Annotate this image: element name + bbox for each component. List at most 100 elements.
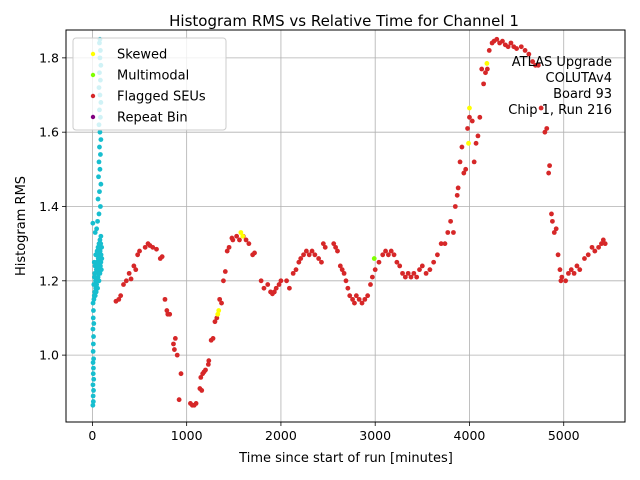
- point-unflagged: [91, 334, 96, 339]
- point-flagged-seus: [273, 285, 279, 291]
- point-unflagged: [98, 252, 104, 258]
- point-flagged-seus: [296, 259, 302, 265]
- legend-marker-repeat-bin: [90, 114, 96, 120]
- point-flagged-seus: [162, 296, 168, 302]
- point-flagged-seus: [243, 237, 249, 243]
- point-skewed: [467, 105, 472, 111]
- point-flagged-seus: [514, 46, 519, 51]
- point-flagged-seus: [133, 267, 139, 273]
- point-flagged-seus: [546, 170, 552, 176]
- point-flagged-seus: [592, 248, 598, 254]
- point-flagged-seus: [368, 282, 373, 287]
- point-flagged-seus: [345, 285, 351, 291]
- point-flagged-seus: [397, 263, 403, 269]
- point-unflagged: [98, 241, 104, 247]
- point-unflagged: [97, 144, 102, 150]
- point-unflagged: [97, 270, 103, 276]
- point-unflagged: [99, 244, 105, 250]
- point-unflagged: [92, 270, 98, 276]
- point-flagged-seus: [388, 248, 394, 254]
- point-flagged-seus: [335, 248, 340, 254]
- point-flagged-seus: [121, 282, 126, 287]
- point-flagged-seus: [376, 259, 382, 265]
- point-flagged-seus: [214, 315, 220, 321]
- point-flagged-seus: [435, 252, 440, 258]
- point-unflagged: [98, 152, 103, 157]
- point-flagged-seus: [508, 40, 514, 46]
- point-unflagged: [98, 267, 104, 273]
- point-unflagged: [91, 388, 96, 393]
- point-flagged-seus: [563, 278, 569, 284]
- point-flagged-seus: [176, 397, 182, 403]
- point-flagged-seus: [471, 159, 477, 165]
- point-unflagged: [95, 263, 101, 269]
- point-flagged-seus: [574, 263, 580, 269]
- point-flagged-seus: [278, 278, 284, 284]
- point-flagged-seus: [457, 159, 463, 165]
- point-flagged-seus: [316, 256, 322, 261]
- point-flagged-seus: [359, 300, 365, 306]
- y-tick-label: 1.6: [39, 125, 59, 140]
- point-unflagged: [90, 371, 96, 377]
- point-flagged-seus: [167, 311, 173, 317]
- point-flagged-seus: [452, 204, 458, 209]
- point-unflagged: [96, 174, 101, 180]
- point-flagged-seus: [352, 300, 357, 306]
- point-flagged-seus: [522, 48, 528, 53]
- point-unflagged: [95, 218, 100, 224]
- legend: Skewed Multimodal Flagged SEUs Repeat Bi…: [72, 37, 227, 131]
- x-tick-label: 1000: [171, 428, 203, 443]
- point-skewed: [216, 308, 222, 313]
- point-unflagged: [90, 393, 96, 399]
- point-unflagged: [91, 296, 97, 302]
- point-flagged-seus: [347, 293, 353, 299]
- point-unflagged: [97, 189, 102, 195]
- point-flagged-seus: [309, 248, 315, 254]
- point-flagged-seus: [526, 51, 532, 57]
- point-unflagged: [93, 289, 99, 295]
- x-axis-ticks: 0 1000 2000 3000 4000 5000: [88, 422, 580, 443]
- point-flagged-seus: [246, 241, 252, 247]
- y-axis-ticks: 1.0 1.2 1.4 1.6 1.8: [39, 50, 66, 363]
- point-unflagged: [95, 256, 101, 261]
- point-flagged-seus: [199, 388, 205, 393]
- point-flagged-seus: [142, 244, 148, 250]
- point-flagged-seus: [337, 263, 343, 269]
- point-flagged-seus: [391, 252, 397, 258]
- point-flagged-seus: [500, 38, 505, 44]
- y-tick-label: 1.4: [39, 199, 59, 214]
- point-unflagged: [98, 181, 104, 187]
- point-flagged-seus: [131, 263, 137, 269]
- point-flagged-seus: [582, 256, 587, 261]
- point-skewed: [240, 233, 246, 239]
- point-flagged-seus: [284, 278, 289, 284]
- point-flagged-seus: [475, 133, 481, 139]
- point-flagged-seus: [558, 278, 564, 284]
- point-flagged-seus: [505, 44, 511, 50]
- point-flagged-seus: [414, 274, 420, 280]
- point-flagged-seus: [383, 248, 388, 254]
- point-flagged-seus: [210, 335, 216, 341]
- point-flagged-seus: [353, 293, 359, 299]
- point-flagged-seus: [222, 269, 228, 274]
- point-flagged-seus: [455, 185, 461, 191]
- point-unflagged: [90, 300, 96, 306]
- point-flagged-seus: [459, 144, 465, 150]
- point-flagged-seus: [411, 270, 417, 276]
- point-skewed: [215, 311, 221, 317]
- point-flagged-seus: [448, 218, 454, 224]
- point-flagged-seus: [230, 237, 236, 243]
- point-unflagged: [96, 211, 102, 217]
- point-unflagged: [90, 399, 96, 404]
- point-flagged-seus: [559, 274, 565, 280]
- point-flagged-seus: [599, 241, 604, 247]
- point-flagged-seus: [518, 44, 524, 50]
- x-tick-label: 3000: [359, 428, 391, 443]
- point-flagged-seus: [427, 267, 433, 273]
- point-unflagged: [90, 360, 96, 365]
- point-flagged-seus: [557, 267, 563, 273]
- point-flagged-seus: [431, 259, 437, 265]
- point-flagged-seus: [237, 237, 242, 243]
- point-flagged-seus: [303, 248, 309, 254]
- point-flagged-seus: [402, 274, 408, 280]
